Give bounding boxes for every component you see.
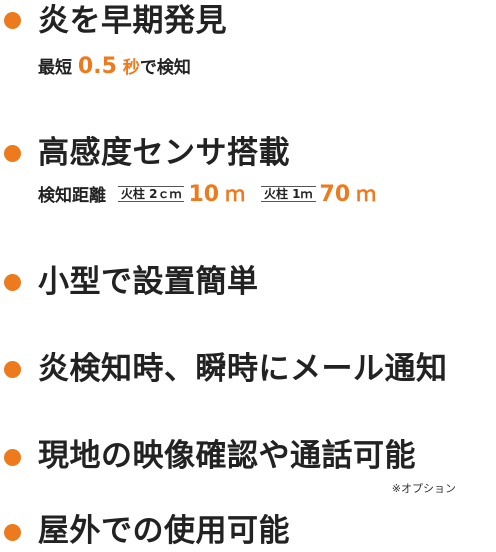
bullet-dot-icon	[4, 449, 21, 466]
bullet-dot-icon	[4, 145, 21, 162]
detection-time-prefix: 最短	[38, 58, 72, 78]
distance-unit: ｍ	[356, 182, 377, 206]
feature-heading-high-sensitivity: 高感度センサ搭載	[38, 135, 290, 171]
detection-time-line: 最短 0.5 秒で検知	[38, 56, 191, 78]
distance-value: 10	[188, 182, 220, 207]
bullet-dot-icon	[4, 361, 21, 378]
bullet-dot-icon	[4, 524, 21, 541]
bullet-dot-icon	[4, 12, 21, 29]
distance-value: 70	[319, 182, 351, 207]
flame-condition-tag: 火柱 1ｍ	[261, 186, 316, 203]
detection-time-unit: 秒	[122, 58, 140, 78]
option-note: ※オプション	[391, 482, 456, 495]
bullet-dot-icon	[4, 274, 21, 291]
detection-distance-label: 検知距離	[38, 186, 106, 206]
feature-heading-video-call: 現地の映像確認や通話可能	[38, 438, 416, 474]
feature-heading-early-detection: 炎を早期発見	[38, 3, 227, 39]
flame-condition-tag: 火柱 2ｃｍ	[117, 186, 185, 203]
feature-heading-compact: 小型で設置簡単	[38, 264, 259, 300]
feature-heading-email-notification: 炎検知時、瞬時にメール通知	[38, 351, 448, 387]
detection-time-value: 0.5	[77, 54, 117, 79]
detection-time-suffix: で検知	[139, 58, 191, 78]
detection-distance-line: 検知距離 火柱 2ｃｍ 10 ｍ 火柱 1ｍ 70 ｍ	[38, 184, 376, 206]
distance-unit: ｍ	[225, 182, 246, 206]
feature-heading-outdoor-use: 屋外での使用可能	[38, 513, 290, 549]
